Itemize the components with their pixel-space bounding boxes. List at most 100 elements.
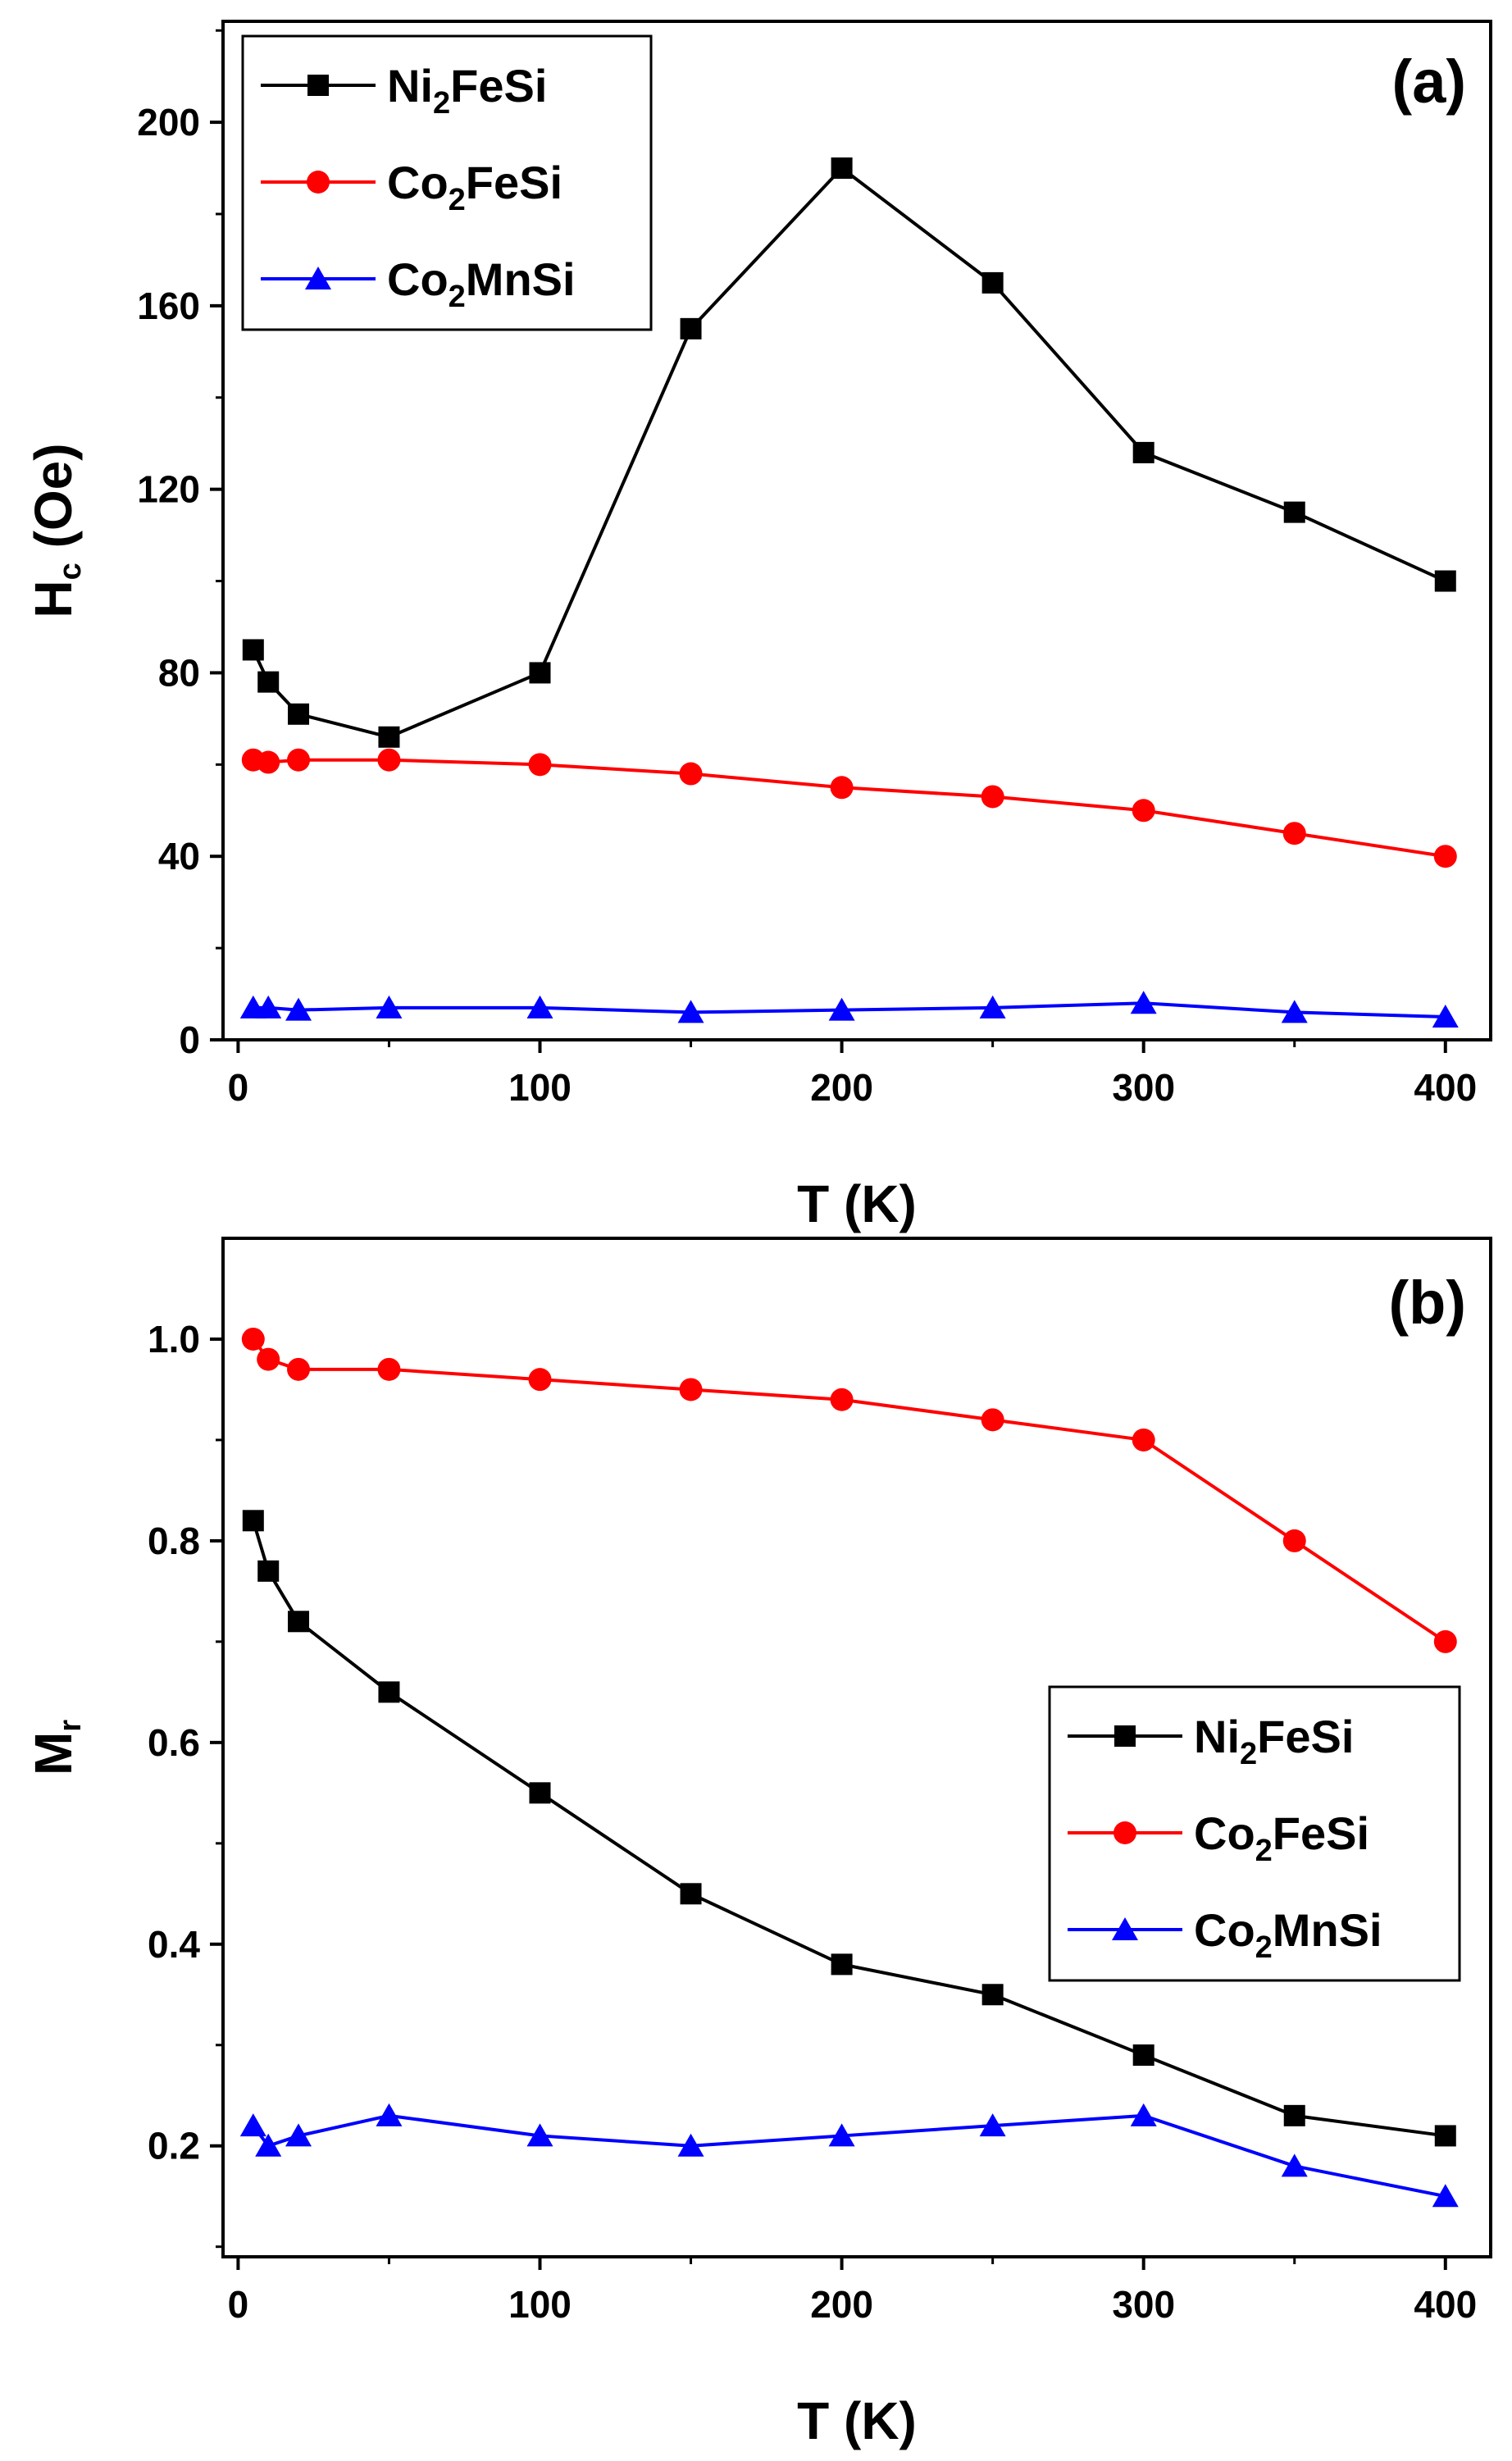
y-tick-label: 80 (158, 651, 200, 694)
legend-label-sub: 2 (449, 280, 466, 314)
x-tick-label: 400 (1414, 1066, 1477, 1109)
data-point (287, 748, 311, 772)
legend-item: Co2FeSi (261, 157, 562, 217)
y-axis-title-group: Mr (24, 1720, 88, 1775)
series-ni2fesi (242, 157, 1456, 748)
data-point (831, 157, 853, 180)
data-point (378, 1681, 400, 1703)
legend-label-post: MnSi (1273, 1904, 1382, 1956)
data-point (677, 2133, 704, 2157)
data-point (1432, 1005, 1459, 1028)
data-point (376, 995, 403, 1019)
data-point (1434, 2125, 1456, 2147)
text-sub: c (53, 563, 88, 580)
legend-label-sub: 2 (449, 183, 466, 217)
data-point (257, 750, 280, 774)
legend-label-pre: Co (387, 157, 449, 208)
panel-b: 0 100 200 300 400 0.2 0.4 0.6 0.8 1.0 T (K) Mr (b) Ni… (24, 1237, 1492, 2450)
y-axis-title-group: Hc (Oe) (24, 443, 88, 618)
data-point (285, 2123, 312, 2147)
panel-label: (b) (1389, 1269, 1467, 1337)
data-point (828, 2123, 855, 2147)
series-line (252, 2113, 1446, 2199)
data-point (257, 1560, 280, 1582)
legend-label: Co2MnSi (387, 253, 576, 314)
data-point (677, 1000, 704, 1023)
series-co2fesi (241, 748, 1457, 868)
data-point (679, 762, 703, 786)
legend-item: Co2MnSi (1068, 1904, 1382, 1965)
y-axis-title: Mr (24, 1720, 88, 1775)
legend-label-post: FeSi (1273, 1807, 1369, 1859)
data-point (529, 662, 551, 684)
data-point (680, 1883, 702, 1905)
y-tick-label: 40 (158, 835, 200, 877)
data-point (828, 997, 855, 1021)
series-line (253, 758, 1446, 859)
legend-item: Ni2FeSi (1068, 1711, 1354, 1771)
panel-label: (a) (1392, 48, 1466, 116)
series-co2fesi (241, 1327, 1457, 1653)
data-point (680, 317, 702, 340)
x-axis-title: T (K) (797, 2391, 917, 2450)
y-axis-title: Hc (Oe) (24, 443, 88, 618)
legend-marker (1112, 1917, 1138, 1940)
legend-marker (307, 171, 330, 194)
legend-label-sub: 2 (1255, 1834, 1273, 1868)
data-point (1132, 441, 1154, 463)
data-point (1132, 2044, 1154, 2067)
legend-marker (305, 267, 331, 289)
data-point (981, 1984, 1004, 2006)
legend-label: Ni2FeSi (1194, 1711, 1354, 1771)
series-co2mnsi (239, 2103, 1459, 2208)
data-point (526, 995, 553, 1019)
data-point (1433, 845, 1457, 868)
series-line (252, 1338, 1446, 1643)
data-point (378, 726, 400, 748)
legend-label-sub: 2 (1255, 1930, 1273, 1965)
data-point (1282, 822, 1306, 845)
legend-label: Co2MnSi (1194, 1904, 1382, 1965)
data-point (1132, 1428, 1155, 1452)
data-point (979, 2113, 1006, 2137)
data-point (255, 2133, 282, 2157)
y-tick-label: 0.8 (148, 1520, 200, 1562)
data-point (1434, 570, 1456, 592)
series-ni2fesi (242, 1510, 1456, 2147)
data-point (288, 703, 310, 725)
legend-label-pre: Co (387, 253, 449, 305)
data-point (1282, 1529, 1306, 1552)
data-point (1132, 799, 1155, 823)
legend-label-post: FeSi (466, 157, 562, 208)
legend-label-post: FeSi (1257, 1711, 1354, 1762)
y-tick-label: 200 (137, 101, 200, 144)
data-point (242, 639, 264, 661)
data-point (377, 1357, 401, 1381)
data-point (831, 1953, 853, 1976)
data-point (1283, 2104, 1305, 2126)
data-point (285, 997, 312, 1021)
text-main: H (24, 580, 83, 618)
data-point (528, 753, 552, 777)
data-point (830, 1388, 854, 1411)
legend-label-pre: Co (1194, 1904, 1255, 1956)
plot-frame (221, 1237, 1492, 2258)
x-tick-label: 0 (228, 2283, 249, 2326)
data-point (1283, 501, 1305, 523)
plot-frame (221, 20, 1492, 1041)
legend-label: Ni2FeSi (387, 60, 547, 121)
data-point (526, 2123, 553, 2147)
data-point (242, 1510, 264, 1532)
y-tick-label: 0.4 (148, 1923, 200, 1966)
legend-label-sub: 2 (433, 86, 450, 121)
legend-label-pre: Ni (387, 60, 433, 112)
series-co2mnsi (239, 991, 1459, 1028)
data-point (981, 271, 1004, 294)
data-point (287, 1357, 311, 1381)
y-tick-label: 0.2 (148, 2125, 200, 2167)
data-point (1433, 1629, 1457, 1653)
